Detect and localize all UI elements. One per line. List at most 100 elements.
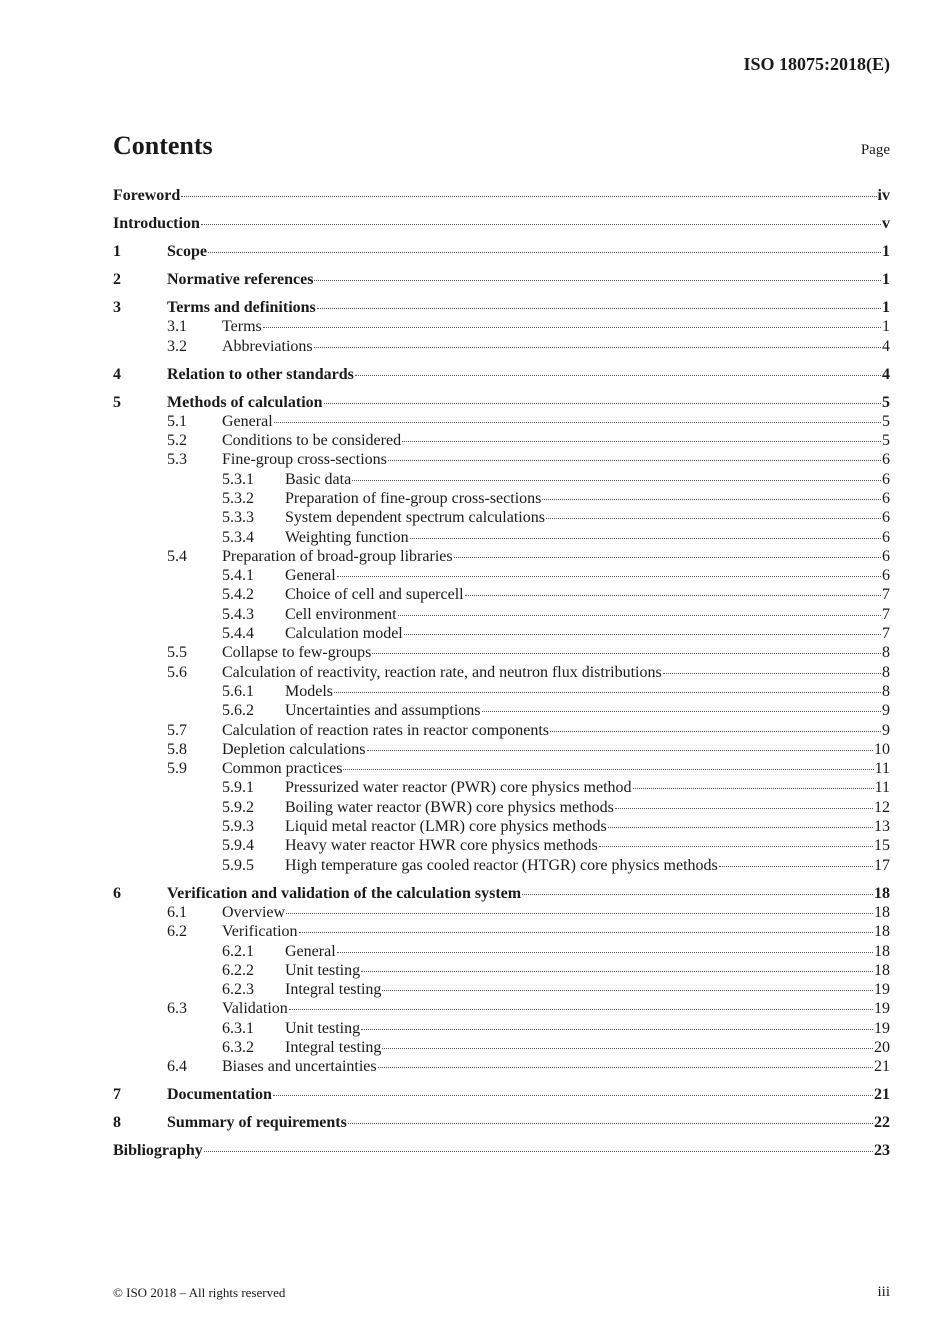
toc-entry[interactable]: 6.2 Verification 18 xyxy=(113,922,890,941)
toc-entry[interactable]: 3.1 Terms 1 xyxy=(113,317,890,336)
toc-entry-title[interactable]: Validation xyxy=(222,1000,288,1018)
toc-entry-title[interactable]: Terms xyxy=(222,318,262,336)
toc-entry-title[interactable]: Collapse to few-groups xyxy=(222,644,372,662)
toc-entry[interactable]: 6.1 Overview 18 xyxy=(113,903,890,922)
toc-entry[interactable]: 5.6 Calculation of reactivity, reaction r… xyxy=(113,663,890,682)
toc-entry-title[interactable]: General xyxy=(285,567,336,585)
toc-entry-title[interactable]: General xyxy=(222,412,273,430)
toc-entry-page[interactable]: 18 xyxy=(874,923,890,941)
toc-entry[interactable]: 6.2.3 Integral testing 19 xyxy=(113,980,890,999)
toc-entry-title[interactable]: Foreword xyxy=(113,187,181,204)
toc-entry[interactable]: 5.5 Collapse to few-groups 8 xyxy=(113,643,890,662)
toc-entry-title[interactable]: Terms and definitions xyxy=(167,298,316,316)
toc-entry[interactable]: 5.1 General 5 xyxy=(113,412,890,431)
toc-entry[interactable]: Introduction v xyxy=(113,214,890,233)
toc-entry-title[interactable]: Summary of requirements xyxy=(167,1114,347,1132)
toc-entry-title[interactable]: Abbreviations xyxy=(222,337,313,355)
toc-entry-page[interactable]: 13 xyxy=(874,818,890,836)
toc-entry-page[interactable]: 9 xyxy=(882,702,890,720)
toc-entry-page[interactable]: 11 xyxy=(874,779,890,797)
toc-entry[interactable]: 2 Normative references 1 xyxy=(113,270,890,289)
toc-entry-title[interactable]: Verification and validation of the calcu… xyxy=(167,884,522,902)
toc-entry-page[interactable]: 6 xyxy=(882,567,890,585)
toc-entry[interactable]: 5.9.3 Liquid metal reactor (LMR) core phy… xyxy=(113,817,890,836)
toc-entry-title[interactable]: Uncertainties and assumptions xyxy=(285,702,481,720)
toc-entry-page[interactable]: 6 xyxy=(882,489,890,507)
toc-entry[interactable]: 4 Relation to other standards 4 xyxy=(113,365,890,384)
toc-entry[interactable]: 5.4.4 Calculation model 7 xyxy=(113,624,890,643)
toc-entry[interactable]: 5.4.2 Choice of cell and supercell 7 xyxy=(113,585,890,604)
toc-entry-title[interactable]: Scope xyxy=(167,242,207,260)
toc-entry[interactable]: 5.7 Calculation of reaction rates in reac… xyxy=(113,721,890,740)
toc-entry-page[interactable]: 18 xyxy=(874,942,890,960)
toc-entry[interactable]: 5.4.3 Cell environment 7 xyxy=(113,605,890,624)
toc-entry-page[interactable]: 1 xyxy=(882,242,890,260)
toc-entry-title[interactable]: Calculation of reaction rates in reactor… xyxy=(222,721,549,739)
toc-entry-page[interactable]: 1 xyxy=(882,298,890,316)
toc-entry-title[interactable]: General xyxy=(285,942,336,960)
toc-entry-page[interactable]: 6 xyxy=(882,509,890,527)
toc-entry-title[interactable]: Weighting function xyxy=(285,528,409,546)
toc-entry-page[interactable]: 18 xyxy=(874,903,890,921)
toc-entry-page[interactable]: 7 xyxy=(882,586,890,604)
toc-entry[interactable]: 6.3 Validation 19 xyxy=(113,999,890,1018)
toc-entry-page[interactable]: 5 xyxy=(882,393,890,411)
toc-entry[interactable]: 6.4 Biases and uncertainties 21 xyxy=(113,1057,890,1076)
toc-entry[interactable]: 5.6.1 Models 8 xyxy=(113,682,890,701)
toc-entry-title[interactable]: System dependent spectrum calculations xyxy=(285,509,545,527)
toc-entry-page[interactable]: 21 xyxy=(874,1058,890,1076)
toc-entry[interactable]: 6 Verification and validation of the calc… xyxy=(113,884,890,903)
toc-entry[interactable]: 5.9.2 Boiling water reactor (BWR) core ph… xyxy=(113,798,890,817)
toc-entry[interactable]: 1 Scope 1 xyxy=(113,242,890,261)
toc-entry-page[interactable]: 6 xyxy=(882,470,890,488)
toc-entry-title[interactable]: Choice of cell and supercell xyxy=(285,586,464,604)
toc-entry-page[interactable]: 6 xyxy=(882,451,890,469)
toc-entry-page[interactable]: 8 xyxy=(882,644,890,662)
toc-entry[interactable]: 5.4.1 General 6 xyxy=(113,566,890,585)
toc-entry[interactable]: 7 Documentation 21 xyxy=(113,1085,890,1104)
toc-entry-page[interactable]: 9 xyxy=(882,721,890,739)
toc-entry-title[interactable]: Introduction xyxy=(113,214,200,232)
toc-entry-page[interactable]: 6 xyxy=(882,528,890,546)
toc-entry-title[interactable]: Liquid metal reactor (LMR) core physics … xyxy=(285,818,607,836)
toc-entry[interactable]: 6.3.2 Integral testing 20 xyxy=(113,1038,890,1057)
toc-entry-title[interactable]: Boiling water reactor (BWR) core physics… xyxy=(285,798,614,816)
toc-entry-title[interactable]: Basic data xyxy=(285,470,352,488)
toc-entry-title[interactable]: Integral testing xyxy=(285,981,382,999)
toc-entry[interactable]: 5.2 Conditions to be considered 5 xyxy=(113,431,890,450)
toc-entry-title[interactable]: Pressurized water reactor (PWR) core phy… xyxy=(285,779,632,797)
toc-entry[interactable]: 5.6.2 Uncertainties and assumptions 9 xyxy=(113,701,890,720)
toc-entry-title[interactable]: Documentation xyxy=(167,1086,272,1104)
toc-entry[interactable]: 5.8 Depletion calculations 10 xyxy=(113,740,890,759)
toc-entry-page[interactable]: 5 xyxy=(882,432,890,450)
toc-entry[interactable]: Bibliography 23 xyxy=(113,1141,890,1160)
toc-entry[interactable]: 6.2.1 General 18 xyxy=(113,942,890,961)
toc-entry-page[interactable]: 15 xyxy=(874,837,890,855)
toc-entry[interactable]: 5.9.4 Heavy water reactor HWR core physic… xyxy=(113,836,890,855)
toc-entry[interactable]: 5.9 Common practices 11 xyxy=(113,759,890,778)
toc-entry-page[interactable]: 19 xyxy=(874,981,890,999)
toc-entry-title[interactable]: Calculation model xyxy=(285,625,403,643)
toc-entry-page[interactable]: 17 xyxy=(874,856,890,874)
toc-entry-title[interactable]: Unit testing xyxy=(285,961,361,979)
toc-entry-page[interactable]: 5 xyxy=(882,412,890,430)
toc-entry-title[interactable]: Overview xyxy=(222,903,286,921)
toc-entry-page[interactable]: 11 xyxy=(874,760,890,778)
toc-entry[interactable]: 5.3.4 Weighting function 6 xyxy=(113,528,890,547)
toc-entry-title[interactable]: Depletion calculations xyxy=(222,740,366,758)
toc-entry-page[interactable]: 6 xyxy=(882,547,890,565)
toc-entry-page[interactable]: 19 xyxy=(874,1000,890,1018)
toc-entry-page[interactable]: 1 xyxy=(882,270,890,288)
toc-entry[interactable]: 5.3.3 System dependent spectrum calculati… xyxy=(113,508,890,527)
toc-entry[interactable]: 5.3.1 Basic data 6 xyxy=(113,470,890,489)
toc-entry-page[interactable]: 22 xyxy=(874,1114,890,1132)
toc-entry-page[interactable]: 21 xyxy=(874,1086,890,1104)
toc-entry-title[interactable]: Relation to other standards xyxy=(167,365,354,383)
toc-entry[interactable]: 6.2.2 Unit testing 18 xyxy=(113,961,890,980)
toc-entry-title[interactable]: Normative references xyxy=(167,270,314,288)
toc-entry-title[interactable]: Integral testing xyxy=(285,1038,382,1056)
toc-entry[interactable]: 3.2 Abbreviations 4 xyxy=(113,337,890,356)
toc-entry[interactable]: 5.3.2 Preparation of fine-group cross-sec… xyxy=(113,489,890,508)
toc-entry-page[interactable]: iv xyxy=(877,187,890,204)
toc-entry[interactable]: 6.3.1 Unit testing 19 xyxy=(113,1019,890,1038)
